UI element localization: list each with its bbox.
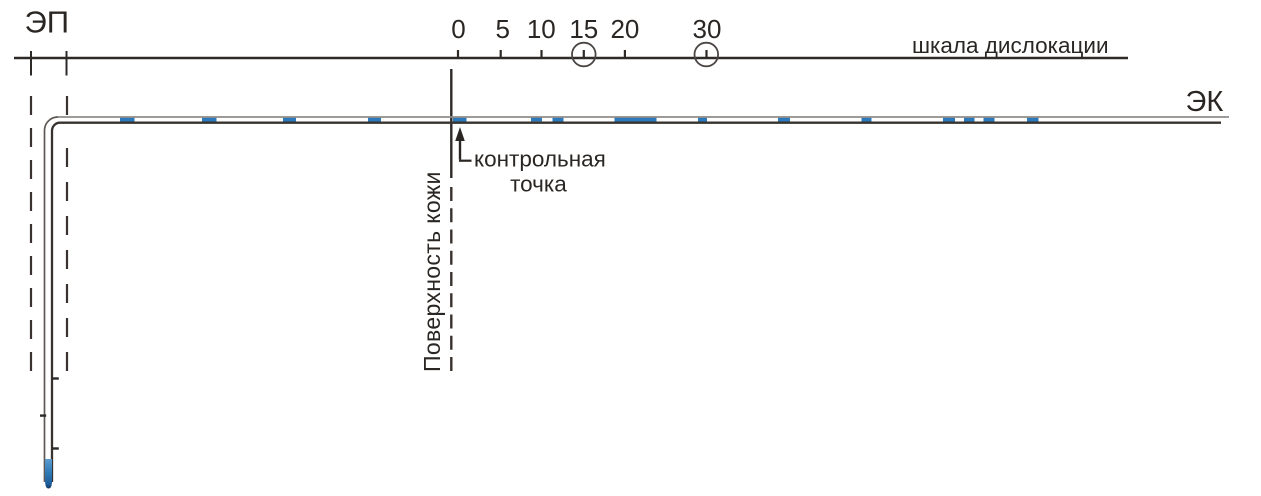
svg-text:20: 20	[610, 14, 639, 44]
svg-text:шкала дислокации: шкала дислокации	[912, 33, 1109, 58]
svg-text:контрольная: контрольная	[474, 147, 606, 172]
svg-text:ЭП: ЭП	[25, 4, 70, 39]
svg-text:точка: точка	[510, 172, 567, 197]
svg-text:ЭК: ЭК	[1186, 86, 1224, 118]
svg-text:15: 15	[569, 14, 598, 44]
svg-text:5: 5	[495, 14, 509, 44]
svg-text:0: 0	[451, 14, 465, 44]
svg-text:30: 30	[693, 14, 722, 44]
svg-text:10: 10	[527, 14, 556, 44]
svg-text:Поверхность кожи: Поверхность кожи	[419, 171, 445, 372]
